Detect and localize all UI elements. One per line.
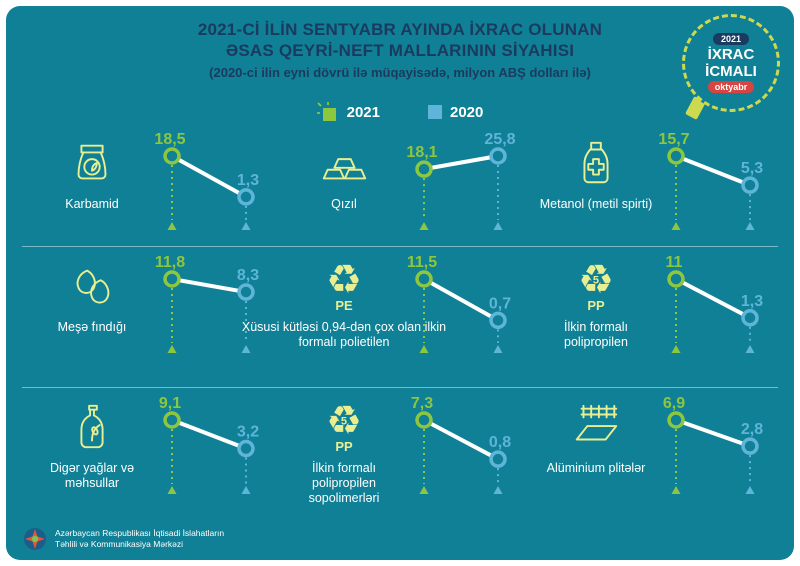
ixrac-icmali-badge: 2021 İXRAC İCMALI oktyabr <box>682 14 780 112</box>
slope-chart-svg: 15,7 5,3 <box>658 131 763 230</box>
svg-text:2,8: 2,8 <box>741 421 763 438</box>
product-name: Metanol (metil spirti) <box>539 197 653 211</box>
svg-text:1,3: 1,3 <box>741 293 763 310</box>
badge-month: oktyabr <box>707 81 755 94</box>
legend-item-2020: 2020 <box>428 102 483 122</box>
slope-chart-svg: 18,1 25,8 <box>406 131 516 230</box>
product-name: Digər yağlar və məhsullar <box>49 461 135 490</box>
recycle-symbol-icon: ♻ <box>326 256 362 303</box>
product-name: Meşə fındığı <box>57 320 127 334</box>
product-item-qizil: Qızıl 18,1 25,8 <box>274 124 526 246</box>
recycle-pp-icon: ♻ 5 PP <box>578 257 614 315</box>
oil-bottle-icon <box>66 398 118 456</box>
legend-2020-label: 2020 <box>450 103 484 121</box>
svg-text:8,3: 8,3 <box>237 267 259 284</box>
org-name-line-1: Azərbaycan Respublikası İqtisadi İslahat… <box>55 527 225 538</box>
product-item-aluminium: Alüminium plitələr 6,9 2,8 <box>526 388 778 524</box>
legend-2020-swatch-icon <box>428 105 442 119</box>
slope-chart-svg: 7,3 0,8 <box>411 395 511 494</box>
org-name: Azərbaycan Respublikası İqtisadi İslahat… <box>55 528 224 550</box>
recycle-pp-icon: ♻ 5 PP <box>326 398 362 456</box>
slope-chart-polietilen: 11,5 0,7 <box>406 253 524 385</box>
product-name: Qızıl <box>331 197 357 211</box>
slope-chart-karbamid: 18,5 1,3 <box>154 130 272 244</box>
svg-text:11: 11 <box>666 254 683 271</box>
svg-text:5,3: 5,3 <box>741 160 763 177</box>
aluminium-plates-icon <box>570 398 622 456</box>
slope-chart-svg: 9,1 3,2 <box>159 395 259 494</box>
badge-title-line-1: İXRAC <box>707 45 755 63</box>
product-item-findiq: Meşə fındığı 11,8 8,3 <box>22 247 274 387</box>
svg-text:3,2: 3,2 <box>237 424 259 441</box>
grid-row-1: Karbamid 18,5 1,3 Qızıl 18,1 25,8 <box>22 124 778 247</box>
svg-text:15,7: 15,7 <box>658 131 689 148</box>
product-item-karbamid: Karbamid 18,5 1,3 <box>22 124 274 246</box>
gold-bars-icon <box>318 134 370 192</box>
recycle-pe-icon: ♻ PE <box>326 257 362 315</box>
title-line-3: (2020-ci ilin eyni dövrü ilə müqayisədə,… <box>209 64 591 80</box>
grid-row-3: Digər yağlar və məhsullar 9,1 3,2 ♻ 5 PP … <box>22 388 778 524</box>
resin-code: PP <box>335 438 353 454</box>
org-logo <box>24 528 46 550</box>
hazelnut-icon <box>66 257 118 315</box>
legend-2021-label: 2021 <box>346 103 380 121</box>
svg-text:18,5: 18,5 <box>154 131 185 148</box>
org-name-line-2: Təhlili və Kommunikasiya Mərkəzi <box>55 539 184 549</box>
recycle-symbol-icon: ♻ <box>326 397 362 444</box>
slope-chart-svg: 18,5 1,3 <box>154 131 259 230</box>
infographic-card: 2021-Cİ İLİN SENTYABR AYINDA İXRAC OLUNA… <box>6 6 794 560</box>
legend-2021-swatch-icon <box>316 102 336 121</box>
slope-chart-qizil: 18,1 25,8 <box>406 130 524 244</box>
slope-chart-findiq: 11,8 8,3 <box>154 253 272 385</box>
title-line-1: 2021-Cİ İLİN SENTYABR AYINDA İXRAC OLUNA… <box>197 20 603 39</box>
product-item-polietilen: ♻ PE Xüsusi kütləsi 0,94-dən çox olan il… <box>242 247 526 387</box>
product-item-polipropilen: ♻ 5 PP İlkin formalı polipropilen 11 1,3 <box>526 247 778 387</box>
product-name: Xüsusi kütləsi 0,94-dən çox olan ilkin f… <box>241 320 447 349</box>
svg-text:0,8: 0,8 <box>489 434 511 451</box>
resin-number: 5 <box>592 274 600 287</box>
legend: 2021 2020 <box>6 102 794 122</box>
slope-chart-metanol: 15,7 5,3 <box>658 130 776 244</box>
resin-number: 5 <box>340 415 348 428</box>
svg-text:1,3: 1,3 <box>237 172 259 189</box>
product-item-metanol: Metanol (metil spirti) 15,7 5,3 <box>526 124 778 246</box>
svg-text:11,8: 11,8 <box>155 254 185 271</box>
title-line-2: ƏSAS QEYRİ-NEFT MALLARININ SİYAHISI <box>225 41 575 61</box>
page-title: 2021-Cİ İLİN SENTYABR AYINDA İXRAC OLUNA… <box>6 6 794 80</box>
resin-code: PP <box>587 297 605 313</box>
footer: Azərbaycan Respublikası İqtisadi İslahat… <box>22 526 224 552</box>
svg-text:0,7: 0,7 <box>489 295 511 312</box>
svg-text:18,1: 18,1 <box>406 144 437 161</box>
slope-chart-svg: 11,8 8,3 <box>155 254 259 353</box>
slope-chart-svg: 11,5 0,7 <box>407 254 511 353</box>
legend-item-2021: 2021 <box>316 102 380 122</box>
methanol-bottle-icon <box>570 134 622 192</box>
svg-text:9,1: 9,1 <box>159 395 181 412</box>
slope-chart-yaglar: 9,1 3,2 <box>154 394 272 522</box>
recycle-symbol-icon: ♻ <box>578 256 614 303</box>
product-item-yaglar: Digər yağlar və məhsullar 9,1 3,2 <box>22 388 274 524</box>
resin-code: PE <box>335 297 353 313</box>
product-item-sopolimer: ♻ 5 PP İlkin formalı polipropilen sopoli… <box>274 388 526 524</box>
svg-text:11,5: 11,5 <box>407 254 437 271</box>
product-name: Alüminium plitələr <box>546 461 646 475</box>
slope-chart-svg: 6,9 2,8 <box>663 395 763 494</box>
slope-chart-sopolimer: 7,3 0,8 <box>406 394 524 522</box>
product-name: Karbamid <box>65 197 119 211</box>
svg-text:25,8: 25,8 <box>484 131 515 148</box>
fertilizer-bag-icon <box>66 134 118 192</box>
badge-year: 2021 <box>712 32 750 45</box>
slope-chart-polipropilen: 11 1,3 <box>658 253 776 385</box>
products-grid: Karbamid 18,5 1,3 Qızıl 18,1 25,8 <box>16 124 784 524</box>
grid-row-2: Meşə fındığı 11,8 8,3 ♻ PE Xüsusi kütləsi… <box>22 247 778 388</box>
svg-text:7,3: 7,3 <box>411 395 433 412</box>
slope-chart-svg: 111,3 <box>666 254 763 353</box>
slope-chart-aluminium: 6,9 2,8 <box>658 394 776 522</box>
product-name: İlkin formalı polipropilen sopolimerləri <box>308 461 380 505</box>
svg-text:6,9: 6,9 <box>663 395 685 412</box>
badge-title-line-2: İCMALI <box>705 63 757 80</box>
product-name: İlkin formalı polipropilen <box>564 320 628 349</box>
